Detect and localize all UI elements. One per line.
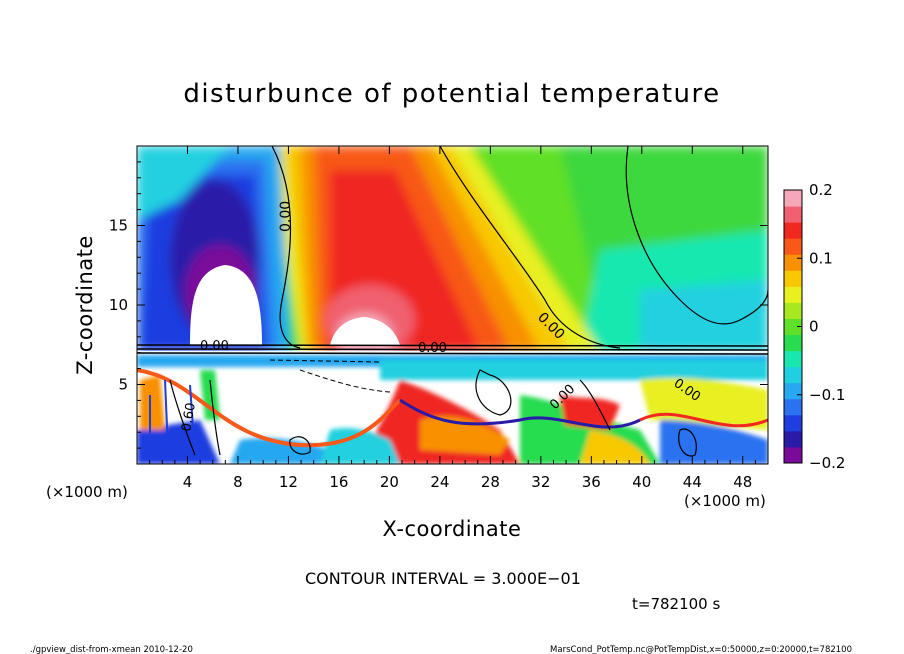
x-tick-label: 48 [733, 473, 752, 491]
x-unit-left: (×1000 m) [46, 483, 128, 501]
colorbar-swatch [784, 318, 802, 336]
colorbar-tick-label: 0.1 [809, 249, 833, 267]
x-tick-label: 16 [329, 473, 348, 491]
colorbar-swatch [784, 382, 802, 400]
footer-left: ./gpview_dist-from-xmean 2010-12-20 [30, 645, 193, 654]
y-tick-label: 15 [109, 217, 128, 235]
colorbar-swatch [784, 254, 802, 271]
lower-layer [137, 351, 768, 464]
colorbar-ticks: 0.2 0.1 0 −0.1 −0.2 [797, 181, 845, 472]
footer-right: MarsCond_PotTemp.nc@PotTempDist,x=0:5000… [550, 645, 852, 654]
x-axis-label: X-coordinate [383, 517, 522, 541]
time-label: t=782100 s [632, 595, 720, 613]
x-tick-label: 28 [481, 473, 500, 491]
colorbar-swatch [784, 398, 802, 416]
colorbar-swatch [784, 302, 802, 319]
x-axis: 4 8 12 16 20 24 28 32 36 40 44 48 [149, 146, 756, 491]
colorbar-swatch [784, 270, 802, 287]
y-axis-label: Z-coordinate [73, 235, 97, 375]
colorbar-swatch [784, 334, 802, 352]
colorbar-swatch [784, 430, 802, 448]
x-tick-label: 24 [430, 473, 449, 491]
colorbar-tick-label: 0.2 [809, 181, 833, 199]
x-tick-label: 4 [183, 473, 193, 491]
contour-interval: CONTOUR INTERVAL = 3.000E−01 [305, 569, 581, 588]
colorbar-swatch [784, 206, 802, 223]
colorbar-swatch [784, 350, 802, 368]
colorbar-swatch [784, 238, 802, 255]
y-axis: 5 10 15 [109, 161, 768, 449]
x-tick-label: 8 [233, 473, 243, 491]
x-tick-label: 12 [279, 473, 298, 491]
y-tick-label: 10 [109, 296, 128, 314]
x-tick-label: 40 [632, 473, 651, 491]
cold-core [190, 265, 262, 345]
colorbar-tick-label: −0.1 [809, 386, 845, 404]
warm-core [330, 317, 400, 345]
contour-label: 0.00 [418, 341, 447, 356]
x-unit-right: (×1000 m) [684, 492, 766, 510]
colorbar-swatch [784, 366, 802, 384]
plot-area: 0.00 0.00 0.00 0.00 0.00 0.00 0.60 [137, 146, 768, 464]
x-tick-label: 20 [380, 473, 399, 491]
colorbar-tick-label: −0.2 [809, 454, 845, 472]
x-tick-label: 44 [683, 473, 702, 491]
contour-label: 0.00 [200, 339, 229, 354]
colorbar-swatch [784, 222, 802, 239]
contour-label: 0.60 [179, 402, 199, 433]
colorbar-swatch [784, 446, 802, 464]
chart-title: disturbunce of potential temperature [183, 79, 720, 109]
x-tick-label: 32 [531, 473, 550, 491]
colorbar-swatch [784, 414, 802, 432]
colorbar [784, 190, 802, 464]
colorbar-tick-label: 0 [809, 318, 819, 336]
y-tick-label: 5 [118, 376, 128, 394]
contour-label: 0.00 [278, 201, 294, 232]
contour-lines [137, 146, 768, 457]
colorbar-swatch [784, 190, 802, 207]
colorbar-swatch [784, 286, 802, 303]
x-tick-label: 36 [582, 473, 601, 491]
